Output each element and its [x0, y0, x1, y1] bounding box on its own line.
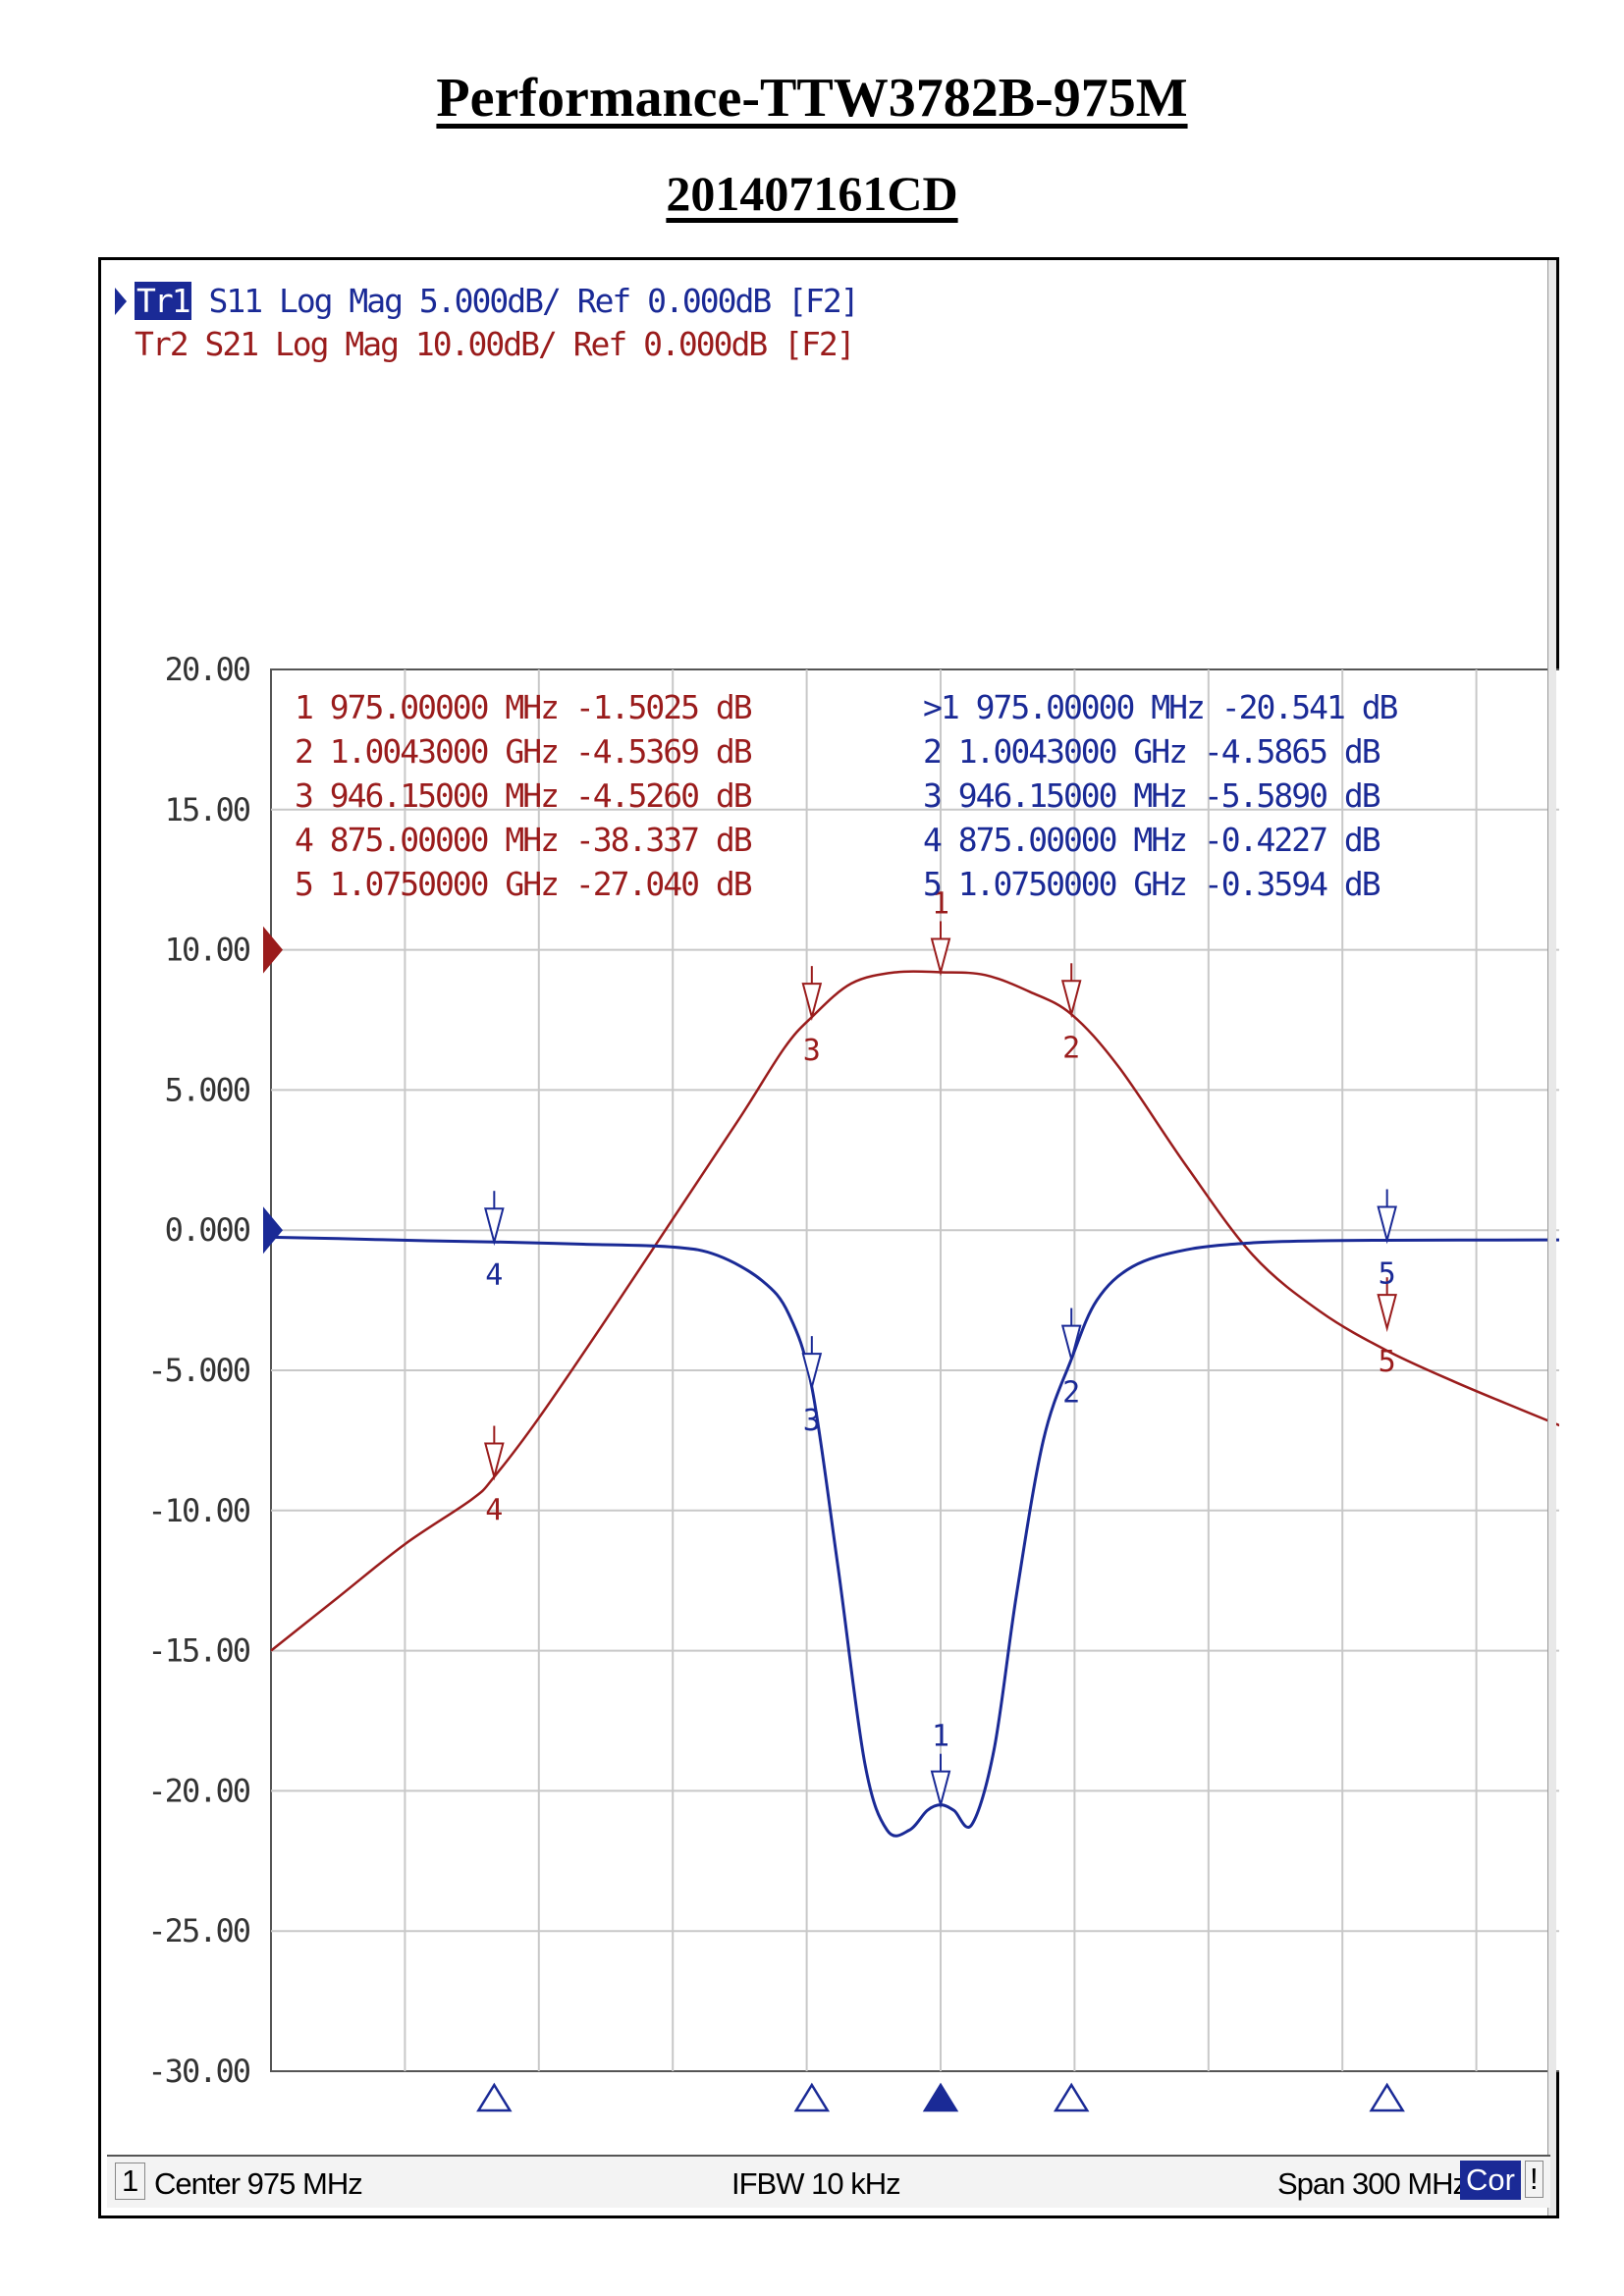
ifbw-setting[interactable]: IFBW 10 kHz [731, 2166, 901, 2201]
s21-m2-marker-label: 2 [1062, 1031, 1080, 1065]
warning-flag[interactable]: ! [1525, 2161, 1543, 2198]
y-tick-label: 15.00 [165, 791, 250, 828]
s11-m2-marker-icon [1060, 1324, 1082, 1363]
s11-readout-row: 3 946.15000 MHz -5.5890 dB [923, 776, 1380, 815]
s11-readout-row: 5 1.0750000 GHz -0.3594 dB [923, 865, 1380, 903]
trace1-header[interactable]: Tr1 S11 Log Mag 5.000dB/ Ref 0.000dB [F2… [135, 282, 860, 320]
y-tick-label: -5.000 [147, 1352, 249, 1389]
s21-ref-left-icon [263, 926, 283, 974]
s21-readout-row: 3 946.15000 MHz -4.5260 dB [295, 776, 752, 815]
page-title: Performance-TTW3782B-975M [436, 68, 1188, 129]
y-tick-label: -25.00 [147, 1912, 249, 1949]
sparameter-chart: 20.00 15.00 10.00 5.000 0.000 -5.000 -10.00 -15… [147, 651, 1559, 2112]
analyzer-screen: Tr1 S11 Log Mag 5.000dB/ Ref 0.000dB [F2… [98, 257, 1559, 2218]
y-tick-label: 20.00 [165, 651, 250, 688]
marker-position-icon [1369, 2082, 1405, 2112]
y-tick-label: -20.00 [147, 1772, 249, 1809]
s11-m3-marker-icon [801, 1353, 823, 1392]
s21-readout-row: 1 975.00000 MHz -1.5025 dB [295, 688, 752, 726]
y-tick-label: -30.00 [147, 2053, 249, 2090]
s11-m4-marker-label: 4 [485, 1258, 503, 1293]
s21-m5-marker-label: 5 [1379, 1345, 1396, 1379]
s11-readout-row: 2 1.0043000 GHz -4.5865 dB [923, 732, 1380, 771]
page-subtitle: 201407161CD [666, 166, 958, 221]
s21-m1-marker-label: 1 [932, 886, 949, 921]
s21-m3-marker-label: 3 [803, 1034, 821, 1068]
s11-m5-marker-icon [1377, 1205, 1397, 1245]
marker-position-icon [1053, 2082, 1090, 2112]
s21-readout-row: 5 1.0750000 GHz -27.040 dB [295, 865, 752, 903]
active-marker-position-icon [922, 2082, 959, 2112]
s11-readout-row: >1 975.00000 MHz -20.541 dB [923, 688, 1398, 726]
active-trace-arrow-icon [115, 288, 127, 315]
side-scrollbar[interactable] [1547, 260, 1556, 2216]
s21-m4-marker-icon [484, 1442, 505, 1481]
trace1-selected-label[interactable]: Tr1 [135, 282, 191, 320]
marker-position-icon [476, 2082, 513, 2112]
s21-readout-row: 4 875.00000 MHz -38.337 dB [295, 821, 752, 859]
s11-m1-marker-label: 1 [932, 1720, 949, 1754]
s21-m4-marker-label: 4 [485, 1494, 503, 1528]
s11-m2-marker-label: 2 [1062, 1376, 1080, 1411]
trace1-settings: S11 Log Mag 5.000dB/ Ref 0.000dB [F2] [190, 282, 859, 320]
y-tick-label: 0.000 [165, 1211, 250, 1249]
y-tick-label: 5.000 [165, 1071, 250, 1108]
channel-number[interactable]: 1 [115, 2163, 146, 2200]
correction-badge[interactable]: Cor [1460, 2161, 1521, 2200]
center-frequency[interactable]: Center 975 MHz [154, 2166, 363, 2201]
y-tick-label: 10.00 [165, 932, 250, 969]
marker-position-icon [793, 2082, 831, 2112]
s11-trace-line [270, 1235, 1559, 1838]
trace2-header[interactable]: Tr2 S21 Log Mag 10.00dB/ Ref 0.000dB [F2… [135, 325, 856, 363]
span-setting[interactable]: Span 300 MHz [1277, 2166, 1468, 2201]
s21-readout-row: 2 1.0043000 GHz -4.5369 dB [295, 732, 752, 771]
s11-readout-row: 4 875.00000 MHz -0.4227 dB [923, 821, 1380, 859]
y-tick-label: -10.00 [147, 1492, 249, 1529]
s11-m5-marker-label: 5 [1379, 1256, 1396, 1291]
y-tick-label: -15.00 [147, 1632, 249, 1670]
s11-m3-marker-label: 3 [803, 1404, 821, 1438]
status-bar: 1 Center 975 MHz IFBW 10 kHz Span 300 MH… [107, 2155, 1550, 2208]
s11-ref-left-icon [263, 1206, 283, 1255]
